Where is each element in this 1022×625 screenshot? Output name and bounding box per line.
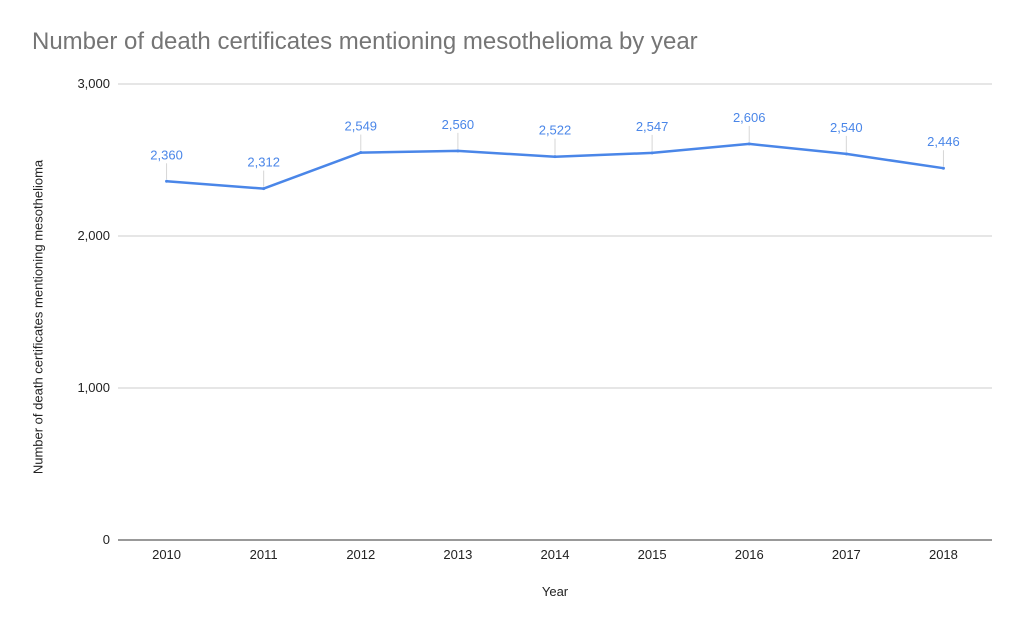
data-point	[165, 179, 169, 183]
data-label: 2,446	[927, 134, 960, 149]
x-tick-label: 2013	[443, 547, 472, 562]
data-point	[844, 152, 848, 156]
data-label: 2,560	[442, 117, 475, 132]
x-tick-labels: 2010 2011 2012 2013 2014 2015 2016 2017 2018	[152, 547, 958, 562]
gridlines	[118, 83, 992, 541]
data-point	[747, 142, 751, 146]
data-point	[262, 187, 266, 191]
y-tick-label: 2,000	[77, 228, 110, 243]
data-point	[359, 151, 363, 155]
y-tick-labels: 0 1,000 2,000 3,000	[77, 76, 110, 547]
data-point	[650, 151, 654, 155]
data-label: 2,312	[247, 155, 280, 170]
x-tick-label: 2012	[346, 547, 375, 562]
data-point	[941, 166, 945, 170]
data-label: 2,549	[345, 119, 378, 134]
y-tick-label: 0	[103, 532, 110, 547]
x-tick-label: 2010	[152, 547, 181, 562]
x-tick-label: 2017	[832, 547, 861, 562]
x-tick-label: 2018	[929, 547, 958, 562]
data-label: 2,540	[830, 120, 863, 135]
x-tick-label: 2016	[735, 547, 764, 562]
data-point	[553, 155, 557, 159]
data-label: 2,606	[733, 110, 766, 125]
x-tick-label: 2011	[250, 547, 278, 562]
x-axis-label: Year	[541, 584, 569, 599]
data-label: 2,522	[539, 123, 572, 138]
y-axis-label: Number of death certificates mentioning …	[30, 159, 46, 475]
series-line-group	[165, 142, 945, 191]
y-tick-label: 1,000	[77, 380, 110, 395]
x-tick-label: 2014	[541, 547, 570, 562]
data-label: 2,360	[150, 147, 183, 162]
data-label: 2,547	[636, 119, 669, 134]
chart-title: Number of death certificates mentioning …	[32, 28, 698, 55]
data-labels: 2,360 2,312 2,549 2,560 2,522 2,547 2,606 2,540…	[150, 110, 960, 187]
y-tick-label: 3,000	[77, 76, 110, 91]
x-tick-label: 2015	[638, 547, 667, 562]
data-point	[456, 149, 460, 153]
